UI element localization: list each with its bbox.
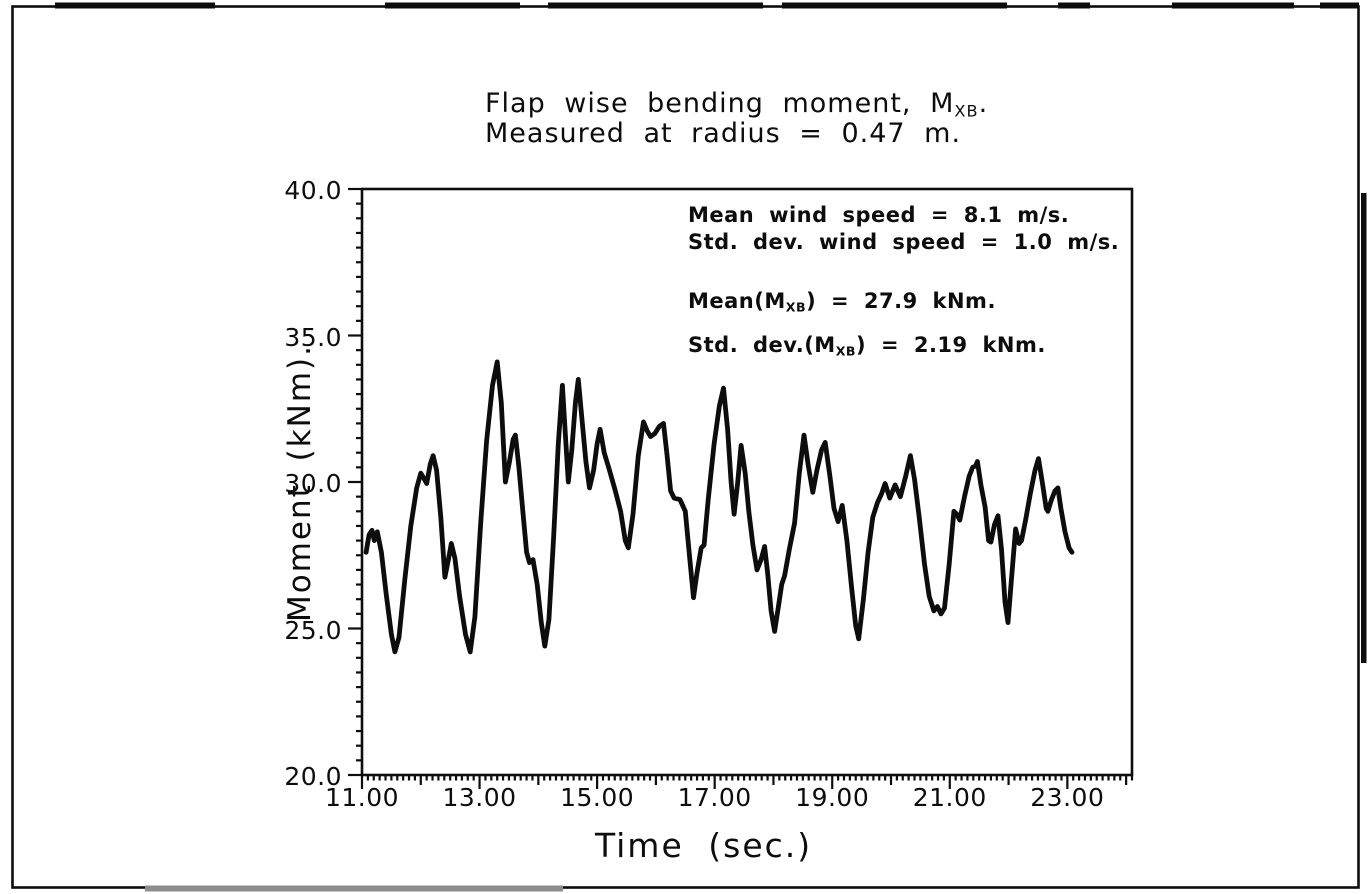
scan-artifact-top [55,2,215,9]
y-tick-label: 20.0 [284,762,342,791]
chart-title-line1: Flap wise bending moment, MXB. [485,88,988,121]
annotation-mean-moment: Mean(MXB) = 27.9 kNm. [688,289,996,315]
mean-moment-subscript: XB [785,299,807,315]
x-tick-label: 11.00 [324,783,400,812]
y-tick-label: 30.0 [284,469,342,498]
y-tick-label: 35.0 [284,322,342,352]
moment-time-series-curve [363,359,1075,655]
scan-artifact-top [782,2,1007,9]
annotation-mean-wind-speed: Mean wind speed = 8.1 m/s. [688,203,1070,227]
title-subscript: XB [954,101,979,121]
title-period: . [978,88,989,119]
std-moment-subscript: XB [835,343,857,359]
x-tick-label: 19.00 [795,783,870,812]
scan-artifact-bottom [145,885,563,892]
x-axis-title: Time (sec.) [595,826,813,865]
annotation-std-moment: Std. dev.(MXB) = 2.19 kNm. [688,333,1046,359]
y-tick-label: 40.0 [284,176,342,205]
title-text: Flap wise bending moment, M [485,88,955,119]
annotation-std-wind-speed: Std. dev. wind speed = 1.0 m/s. [688,230,1120,254]
scan-artifact-top [1320,2,1359,9]
scan-artifact-top [385,2,520,9]
std-moment-value: ) = 2.19 kNm. [856,333,1046,357]
x-tick-label: 13.00 [442,783,517,812]
x-tick-label: 17.00 [677,783,752,812]
chart-title-line2: Measured at radius = 0.47 m. [485,118,962,149]
mean-moment-value: ) = 27.9 kNm. [806,289,996,313]
scan-artifact-top [1172,2,1294,9]
x-tick-label: 21.00 [912,783,987,812]
y-tick-label: 25.0 [284,615,342,645]
x-tick-label: 23.00 [1030,783,1105,812]
scan-artifact-right-edge [1361,193,1367,663]
scan-artifact-top [1058,2,1090,9]
mean-moment-text: Mean(M [688,289,786,313]
x-tick-label: 15.00 [560,783,635,812]
std-moment-text: Std. dev.(M [688,333,836,357]
scan-artifact-top [548,2,763,9]
